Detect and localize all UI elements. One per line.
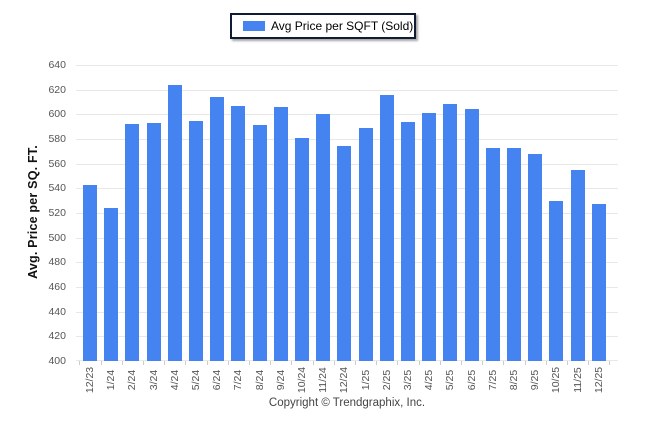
x-tick: [249, 361, 250, 365]
bar-7-24: [231, 105, 246, 361]
bar-9-24: [273, 106, 288, 361]
gridline: [76, 65, 618, 66]
x-tick: [567, 361, 568, 365]
bar-11-24: [316, 114, 331, 361]
x-tick: [397, 361, 399, 365]
gridline: [76, 89, 618, 91]
y-tick-label: 460: [48, 281, 66, 293]
x-tick: [355, 361, 356, 365]
y-tick-label: 560: [48, 157, 66, 170]
y-tick-label: 540: [48, 182, 66, 195]
gridline: [76, 114, 618, 116]
y-tick-label: 400: [48, 355, 66, 367]
bar-5-25: [443, 104, 458, 361]
bar-8-24: [252, 125, 267, 361]
bar-2-24: [125, 124, 140, 361]
bar-4-25: [422, 113, 437, 361]
bar-8-25: [507, 147, 521, 361]
x-tick: [121, 361, 123, 365]
x-tick: [143, 361, 144, 365]
x-tick: [482, 361, 484, 365]
x-tick: [609, 361, 611, 365]
legend: Avg Price per SQFT (Sold): [230, 13, 416, 39]
x-tick: [503, 361, 505, 365]
x-tick: [270, 361, 272, 365]
x-tick: [545, 361, 547, 365]
bar-7-25: [485, 147, 500, 361]
bar-1-24: [104, 208, 119, 361]
bar-9-25: [528, 153, 543, 361]
y-tick-label: 500: [48, 231, 66, 244]
y-tick-label: 640: [48, 59, 66, 71]
x-tick: [376, 361, 378, 365]
x-tick: [164, 361, 166, 365]
bar-6-25: [464, 109, 479, 361]
x-tick: [79, 361, 81, 365]
bar-6-24: [210, 97, 225, 361]
x-tick: [312, 361, 314, 365]
y-tick-label: 420: [48, 330, 66, 343]
x-tick: [227, 361, 229, 365]
bar-1-25: [358, 127, 373, 361]
y-tick-label: 480: [48, 256, 66, 269]
x-tick: [291, 361, 293, 365]
legend-swatch: [243, 21, 265, 31]
y-tick-label: 620: [48, 83, 66, 96]
bar-10-24: [295, 137, 309, 361]
x-tick: [206, 361, 208, 365]
bar-11-25: [570, 169, 585, 361]
bar-12-25: [591, 204, 606, 361]
plot-area: 640 620 600 580 560 540 520 500 480 460 440 420 400 1…: [48, 59, 618, 393]
bar-10-25: [549, 200, 564, 361]
bar-4-24: [167, 84, 182, 361]
y-tick-label: 580: [48, 133, 66, 145]
bar-12-23: [83, 184, 97, 361]
x-tick: [333, 361, 335, 365]
bar-3-24: [146, 122, 161, 361]
bar-12-24: [337, 146, 352, 361]
x-tick: [185, 361, 187, 365]
x-tick: [439, 361, 441, 365]
bar-5-24: [189, 120, 203, 361]
bar-2-25: [379, 94, 394, 361]
copyright-text: Copyright © Trendgraphix, Inc.: [268, 397, 426, 409]
y-tick-label: 600: [48, 108, 66, 121]
bar-3-25: [401, 121, 415, 361]
x-tick: [461, 361, 462, 365]
x-tick: [418, 361, 420, 365]
x-tick: [588, 361, 590, 365]
y-tick-label: 520: [48, 207, 66, 219]
x-tick: [524, 361, 526, 365]
x-tick: [100, 361, 102, 365]
gridline: [76, 139, 618, 140]
y-tick-label: 440: [48, 305, 66, 318]
legend-label: Avg Price per SQFT (Sold): [271, 19, 414, 33]
